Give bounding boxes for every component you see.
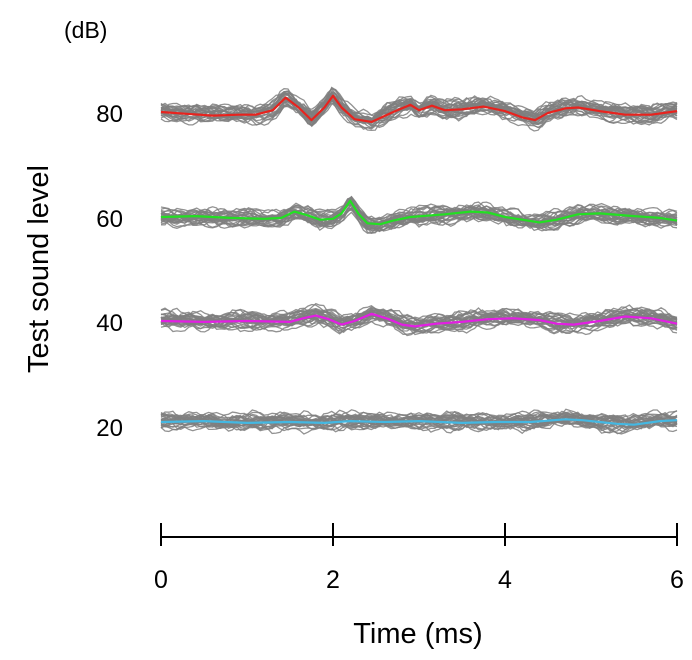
x-tick-label-2: 2	[326, 566, 340, 594]
x-tick-label-4: 4	[498, 566, 512, 594]
mean-trace-40	[160, 312, 678, 328]
y-tick-label-40: 40	[96, 310, 123, 337]
x-tick-label-0: 0	[154, 566, 168, 594]
gray-trial-traces	[160, 86, 678, 435]
y-tick-label-20: 20	[96, 415, 123, 442]
gray-trace-60-23	[160, 195, 678, 225]
x-tick-label-6: 6	[670, 566, 684, 594]
gray-trace-20-26	[160, 414, 678, 430]
gray-trace-20-25	[160, 416, 678, 435]
mean-trace-20	[160, 418, 678, 426]
mean-trace-80	[160, 94, 678, 123]
y-axis-title: Test sound level	[23, 165, 55, 373]
mean-traces	[160, 94, 678, 426]
gray-trace-80-25	[160, 98, 678, 132]
gray-trace-80-21	[160, 93, 678, 123]
y-tick-label-60: 60	[96, 206, 123, 233]
y-unit-label: (dB)	[64, 17, 107, 43]
x-axis-title: Time (ms)	[353, 618, 482, 650]
y-tick-label-80: 80	[96, 101, 123, 128]
gray-trace-60-24	[160, 202, 678, 229]
gray-trace-40-26	[160, 307, 678, 323]
gray-trace-40-24	[160, 317, 678, 336]
mean-trace-60	[160, 199, 678, 226]
